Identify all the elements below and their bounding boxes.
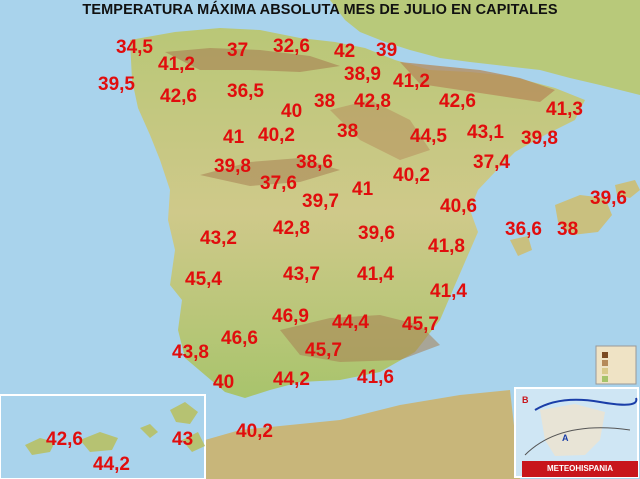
weather-front (534, 397, 638, 411)
temp-label: 36,6 (505, 219, 542, 240)
temp-label: 46,9 (272, 306, 309, 327)
cantabrian-range (165, 48, 340, 72)
temp-label: 41,3 (546, 99, 583, 120)
legend-bar-4 (602, 376, 608, 382)
meteohispania-logo: METEOHISPANIA (522, 461, 638, 477)
temp-label: 42,6 (46, 429, 83, 450)
temp-label: 39,5 (98, 74, 135, 95)
temp-label: 40,2 (236, 421, 273, 442)
temp-label: 43,7 (283, 264, 320, 285)
temp-label: 45,7 (402, 314, 439, 335)
map-title: TEMPERATURA MÁXIMA ABSOLUTA MES DE JULIO… (82, 2, 558, 18)
temp-label: 39 (376, 40, 398, 61)
temp-label: 41 (352, 179, 374, 200)
temp-label: 39,8 (521, 128, 558, 149)
temp-label: 37 (227, 40, 249, 61)
temp-label: 44,5 (410, 126, 447, 147)
temp-label: 43 (172, 429, 194, 450)
temp-label: 41 (223, 127, 245, 148)
temp-label: 42 (334, 41, 356, 62)
temp-label: 38,9 (344, 64, 381, 85)
temp-label: 32,6 (273, 36, 310, 57)
temp-label: 45,4 (185, 269, 222, 290)
central-system (200, 158, 340, 186)
mallorca (555, 195, 612, 235)
temp-label: 44,2 (93, 454, 130, 475)
temp-label: 42,8 (354, 91, 391, 112)
temp-label: 38,6 (296, 152, 333, 173)
iberia-land (130, 28, 585, 398)
temp-label: 43,8 (172, 342, 209, 363)
legend-bar-1 (602, 352, 608, 358)
menorca (615, 180, 640, 198)
inset-label-b: B (522, 395, 529, 405)
france-land (330, 0, 640, 95)
canary-islands (25, 402, 205, 455)
legend-bar-2 (602, 360, 608, 366)
temp-label: 40,2 (258, 125, 295, 146)
temp-label: 44,4 (332, 312, 369, 333)
temp-label: 39,7 (302, 191, 339, 212)
temp-label: 46,6 (221, 328, 258, 349)
pyrenees (400, 62, 555, 102)
temp-label: 43,1 (467, 122, 504, 143)
temp-label: 40 (213, 372, 235, 393)
temp-label: 38 (557, 219, 579, 240)
temp-label: 40,6 (440, 196, 477, 217)
temp-label: 42,8 (273, 218, 310, 239)
africa-land (130, 390, 520, 479)
temp-label: 40,2 (393, 165, 430, 186)
temp-label: 37,6 (260, 173, 297, 194)
legend-bar-3 (602, 368, 608, 374)
betic-system (280, 315, 440, 362)
inset-label-a: A (562, 433, 569, 443)
temp-label: 38 (337, 121, 359, 142)
weather-isobar (524, 427, 631, 456)
iberian-system (330, 100, 430, 160)
temp-label: 36,5 (227, 81, 264, 102)
temp-label: 37,4 (473, 152, 510, 173)
temp-label: 41,2 (393, 71, 430, 92)
temp-label: 40 (281, 101, 303, 122)
temp-label: 41,4 (357, 264, 394, 285)
ibiza (510, 236, 532, 256)
temp-label: 44,2 (273, 369, 310, 390)
temp-label: 45,7 (305, 340, 342, 361)
temp-label: 39,6 (590, 188, 627, 209)
temp-label: 41,6 (357, 367, 394, 388)
temp-label: 39,6 (358, 223, 395, 244)
temp-label: 38 (314, 91, 336, 112)
temp-label: 41,8 (428, 236, 465, 257)
temp-label: 41,4 (430, 281, 467, 302)
temp-label: 42,6 (160, 86, 197, 107)
temp-label: 41,2 (158, 54, 195, 75)
temp-label: 42,6 (439, 91, 476, 112)
temp-label: 39,8 (214, 156, 251, 177)
temp-label: 34,5 (116, 37, 153, 58)
temp-label: 43,2 (200, 228, 237, 249)
